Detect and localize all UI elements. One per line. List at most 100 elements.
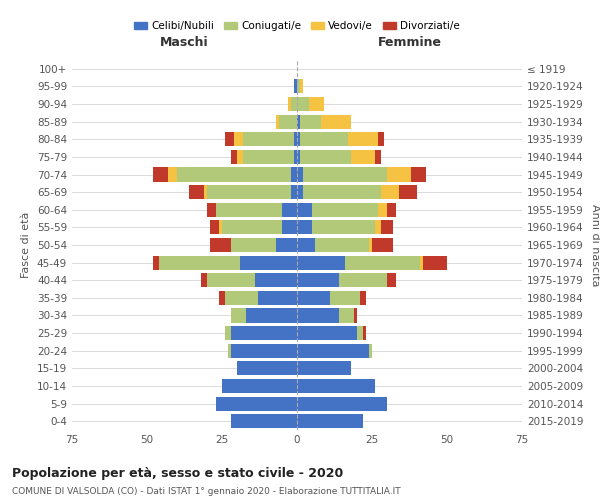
Bar <box>369 238 372 252</box>
Bar <box>216 396 297 410</box>
Bar <box>294 132 297 146</box>
Bar <box>153 168 168 181</box>
Bar <box>282 220 297 234</box>
Bar <box>243 150 294 164</box>
Bar <box>297 202 312 217</box>
Bar <box>231 150 237 164</box>
Y-axis label: Fasce di età: Fasce di età <box>22 212 31 278</box>
Bar <box>237 150 243 164</box>
Bar <box>231 326 297 340</box>
Bar <box>276 114 279 128</box>
Bar <box>222 220 282 234</box>
Bar <box>207 202 216 217</box>
Bar <box>363 326 366 340</box>
Bar <box>294 80 297 94</box>
Bar <box>297 308 339 322</box>
Bar <box>258 291 297 305</box>
Bar <box>303 168 387 181</box>
Bar <box>339 273 387 287</box>
Bar <box>237 362 297 376</box>
Bar <box>297 168 303 181</box>
Text: Popolazione per età, sesso e stato civile - 2020: Popolazione per età, sesso e stato civil… <box>12 468 343 480</box>
Bar <box>321 114 351 128</box>
Bar <box>246 308 297 322</box>
Bar <box>297 185 303 199</box>
Bar <box>354 308 357 322</box>
Bar <box>153 256 159 270</box>
Bar <box>297 414 363 428</box>
Bar <box>234 132 243 146</box>
Bar <box>411 168 426 181</box>
Bar <box>312 220 375 234</box>
Bar <box>225 291 258 305</box>
Bar <box>219 220 222 234</box>
Bar <box>219 291 225 305</box>
Bar <box>240 256 297 270</box>
Bar <box>303 185 381 199</box>
Bar <box>177 168 291 181</box>
Bar <box>297 362 351 376</box>
Bar <box>381 185 399 199</box>
Bar <box>168 168 177 181</box>
Bar <box>291 97 297 111</box>
Bar <box>225 132 234 146</box>
Bar <box>297 238 315 252</box>
Bar <box>399 185 417 199</box>
Bar <box>189 185 204 199</box>
Bar <box>420 256 423 270</box>
Bar <box>297 132 300 146</box>
Bar <box>210 238 231 252</box>
Bar <box>222 379 297 393</box>
Text: COMUNE DI VALSOLDA (CO) - Dati ISTAT 1° gennaio 2020 - Elaborazione TUTTITALIA.I: COMUNE DI VALSOLDA (CO) - Dati ISTAT 1° … <box>12 488 401 496</box>
Bar <box>297 396 387 410</box>
Bar <box>300 132 348 146</box>
Bar <box>297 80 300 94</box>
Bar <box>351 150 375 164</box>
Bar <box>348 132 378 146</box>
Bar <box>297 150 300 164</box>
Bar <box>309 97 324 111</box>
Bar <box>378 202 387 217</box>
Bar <box>279 114 297 128</box>
Bar <box>231 414 297 428</box>
Bar <box>312 202 378 217</box>
Bar <box>201 273 207 287</box>
Bar <box>387 202 396 217</box>
Bar <box>225 326 231 340</box>
Bar <box>207 185 291 199</box>
Text: Maschi: Maschi <box>160 36 209 50</box>
Bar <box>210 220 219 234</box>
Bar <box>291 168 297 181</box>
Bar <box>228 344 231 358</box>
Bar <box>375 150 381 164</box>
Bar <box>423 256 447 270</box>
Bar <box>297 273 339 287</box>
Bar <box>276 238 297 252</box>
Bar <box>300 114 321 128</box>
Legend: Celibi/Nubili, Coniugati/e, Vedovi/e, Divorziati/e: Celibi/Nubili, Coniugati/e, Vedovi/e, Di… <box>130 17 464 36</box>
Bar <box>159 256 240 270</box>
Bar <box>360 291 366 305</box>
Bar <box>297 114 300 128</box>
Bar <box>378 132 384 146</box>
Bar <box>387 168 411 181</box>
Bar <box>315 238 369 252</box>
Bar <box>231 308 246 322</box>
Bar <box>207 273 255 287</box>
Bar <box>282 202 297 217</box>
Bar <box>297 344 369 358</box>
Bar <box>375 220 381 234</box>
Bar <box>345 256 420 270</box>
Text: Femmine: Femmine <box>377 36 442 50</box>
Bar <box>297 379 375 393</box>
Bar <box>372 238 393 252</box>
Bar <box>231 344 297 358</box>
Bar <box>300 80 303 94</box>
Bar <box>204 185 207 199</box>
Bar <box>297 97 309 111</box>
Bar <box>387 273 396 287</box>
Bar <box>294 150 297 164</box>
Bar <box>297 291 330 305</box>
Bar <box>231 238 276 252</box>
Bar <box>369 344 372 358</box>
